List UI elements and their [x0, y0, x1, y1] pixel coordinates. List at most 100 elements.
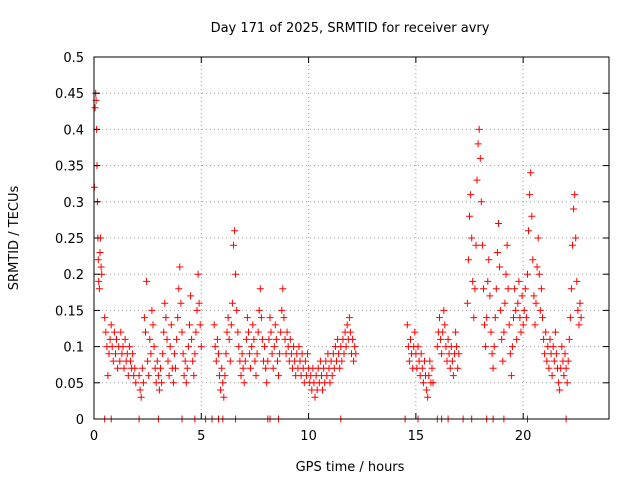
- data-point: [440, 306, 448, 314]
- data-point: [566, 314, 574, 322]
- y-tick-label: 0.4: [63, 123, 84, 138]
- data-point: [472, 241, 480, 249]
- data-point: [175, 285, 183, 293]
- data-point: [181, 357, 189, 365]
- x-tick-label: 0: [90, 429, 98, 444]
- data-point: [463, 299, 471, 307]
- data-point: [159, 350, 167, 358]
- data-point: [511, 285, 519, 293]
- data-point: [261, 343, 269, 351]
- data-point: [279, 285, 287, 293]
- data-point: [556, 386, 564, 394]
- data-point: [182, 379, 190, 387]
- data-point: [143, 277, 151, 285]
- data-point: [154, 372, 162, 380]
- data-point: [441, 321, 449, 329]
- y-tick-label: 0.5: [63, 51, 84, 66]
- data-point: [95, 285, 103, 293]
- data-point: [488, 350, 496, 358]
- data-point: [217, 386, 225, 394]
- plot-frame: [93, 56, 610, 420]
- data-point: [225, 335, 233, 343]
- data-point: [489, 364, 497, 372]
- data-point: [160, 328, 168, 336]
- data-point: [171, 350, 178, 358]
- data-point: [295, 343, 303, 351]
- data-point: [137, 393, 145, 401]
- data-point: [478, 241, 486, 249]
- data-point: [534, 234, 542, 242]
- data-point: [340, 350, 348, 358]
- data-point: [552, 350, 560, 358]
- data-point: [519, 321, 527, 329]
- data-point: [121, 335, 129, 343]
- data-point: [113, 335, 120, 343]
- data-point: [105, 350, 113, 358]
- data-point: [550, 357, 558, 365]
- data-point: [518, 292, 526, 300]
- data-point: [468, 234, 476, 242]
- tick-labels: 0 0.05 0.1 0.15 0.2 0.25 0.3 0.35 0.4 0.45 0.5 0 5 10…: [55, 51, 531, 444]
- data-point: [508, 343, 516, 351]
- data-point: [469, 277, 477, 285]
- data-point: [569, 241, 576, 249]
- data-point: [574, 306, 582, 314]
- data-point: [286, 335, 294, 343]
- data-point: [449, 372, 457, 380]
- data-point: [117, 328, 125, 336]
- data-point: [482, 343, 490, 351]
- data-point: [540, 335, 548, 343]
- data-point: [174, 314, 182, 322]
- data-point: [466, 212, 473, 220]
- data-point: [163, 335, 171, 343]
- data-point: [164, 357, 172, 365]
- data-point: [424, 393, 432, 401]
- data-point: [149, 321, 157, 329]
- data-point: [241, 357, 249, 365]
- data-point: [167, 321, 175, 329]
- data-point: [147, 350, 155, 358]
- data-point: [255, 306, 263, 314]
- data-point: [197, 343, 205, 351]
- data-point: [555, 379, 563, 387]
- data-point: [274, 357, 281, 365]
- data-point: [418, 364, 426, 372]
- data-point: [528, 212, 536, 220]
- data-point: [218, 364, 226, 372]
- data-point: [243, 314, 251, 322]
- data-point: [496, 263, 504, 271]
- data-point: [507, 372, 515, 380]
- data-point: [258, 335, 266, 343]
- data-point: [438, 350, 446, 358]
- grid-lines: [94, 57, 609, 419]
- data-point: [233, 306, 241, 314]
- data-point: [575, 321, 583, 329]
- data-point: [238, 350, 246, 358]
- data-point: [189, 357, 197, 365]
- data-point: [223, 328, 231, 336]
- data-point: [172, 364, 179, 372]
- data-point: [437, 335, 445, 343]
- data-point: [95, 277, 103, 285]
- data-point: [485, 256, 493, 264]
- data-point: [501, 299, 509, 307]
- data-point: [448, 357, 456, 365]
- data-point: [138, 364, 146, 372]
- data-point: [178, 328, 186, 336]
- data-point: [132, 379, 140, 387]
- data-point: [139, 379, 147, 387]
- data-point: [543, 357, 551, 365]
- data-point: [423, 386, 431, 394]
- data-point: [480, 285, 487, 293]
- data-point: [127, 357, 134, 365]
- data-point: [515, 277, 523, 285]
- data-point: [215, 350, 222, 358]
- data-point: [283, 328, 291, 336]
- data-point: [319, 386, 326, 394]
- data-point: [158, 379, 166, 387]
- data-point: [135, 372, 143, 380]
- data-point: [157, 364, 164, 372]
- data-point: [486, 292, 494, 300]
- data-point: [155, 386, 163, 394]
- data-point: [213, 335, 221, 343]
